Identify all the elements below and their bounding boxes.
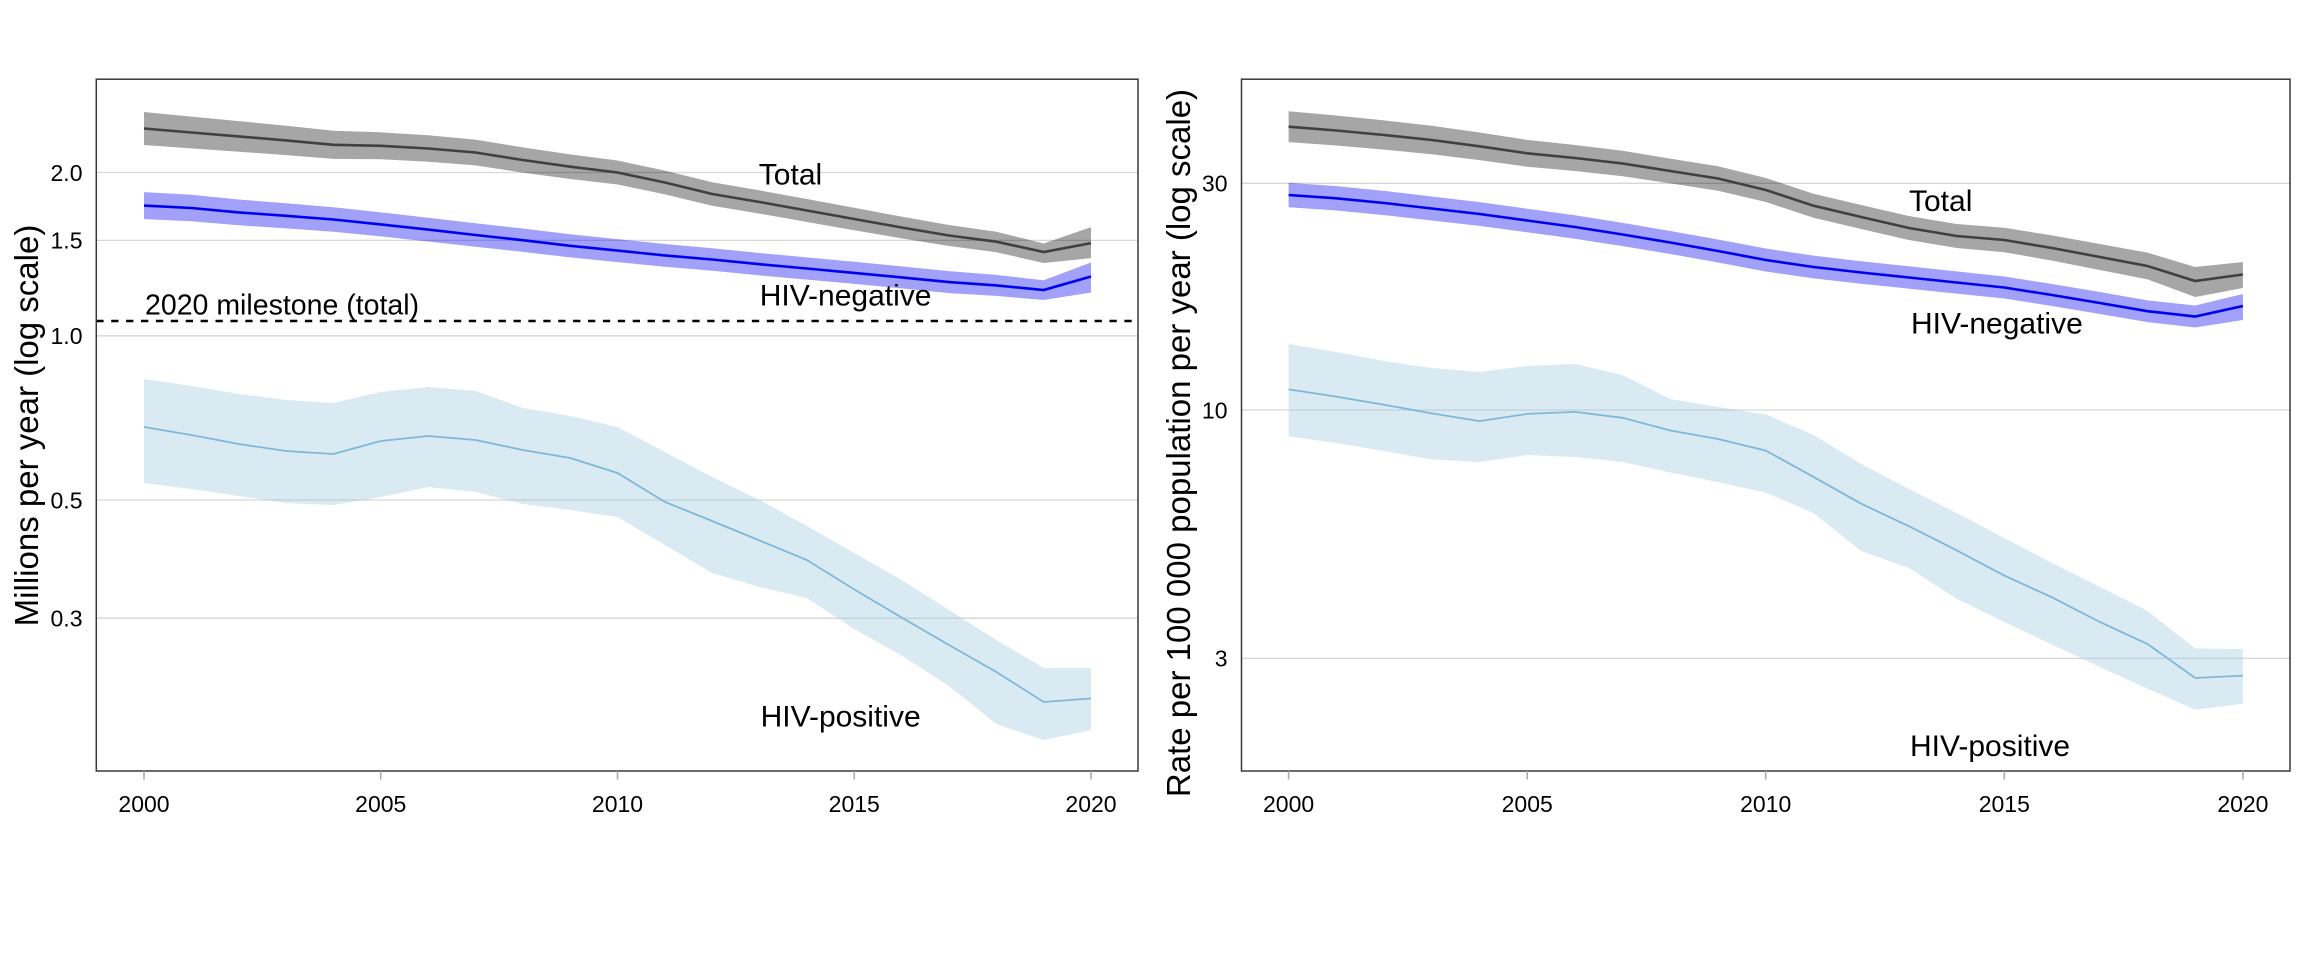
svg-text:0.5: 0.5 [51,487,83,513]
svg-text:2000: 2000 [1263,791,1314,817]
svg-text:2020 milestone (total): 2020 milestone (total) [145,290,419,322]
svg-text:3: 3 [1215,646,1228,672]
svg-text:2.0: 2.0 [51,160,83,186]
svg-text:2015: 2015 [1979,791,2030,817]
svg-text:HIV-negative: HIV-negative [1911,307,2083,340]
svg-text:2000: 2000 [118,791,169,817]
svg-text:Rate per 100 000 population pe: Rate per 100 000 population per year (lo… [1160,89,1197,797]
svg-text:Total: Total [759,159,822,192]
svg-text:1.5: 1.5 [51,228,83,254]
svg-text:2020: 2020 [2217,791,2268,817]
svg-text:0.3: 0.3 [51,606,83,632]
svg-text:10: 10 [1202,397,1228,423]
svg-text:HIV-positive: HIV-positive [1910,730,2070,763]
svg-text:2010: 2010 [1740,791,1791,817]
svg-text:2005: 2005 [1502,791,1553,817]
svg-text:2010: 2010 [592,791,643,817]
svg-text:Total: Total [1909,185,1972,218]
svg-text:HIV-negative: HIV-negative [760,280,932,313]
svg-text:2020: 2020 [1065,791,1116,817]
svg-text:2005: 2005 [355,791,406,817]
svg-text:1.0: 1.0 [51,323,83,349]
svg-text:2015: 2015 [829,791,880,817]
svg-text:30: 30 [1202,171,1228,197]
svg-text:HIV-positive: HIV-positive [761,700,921,733]
svg-text:Millions per year (log scale): Millions per year (log scale) [8,225,45,627]
